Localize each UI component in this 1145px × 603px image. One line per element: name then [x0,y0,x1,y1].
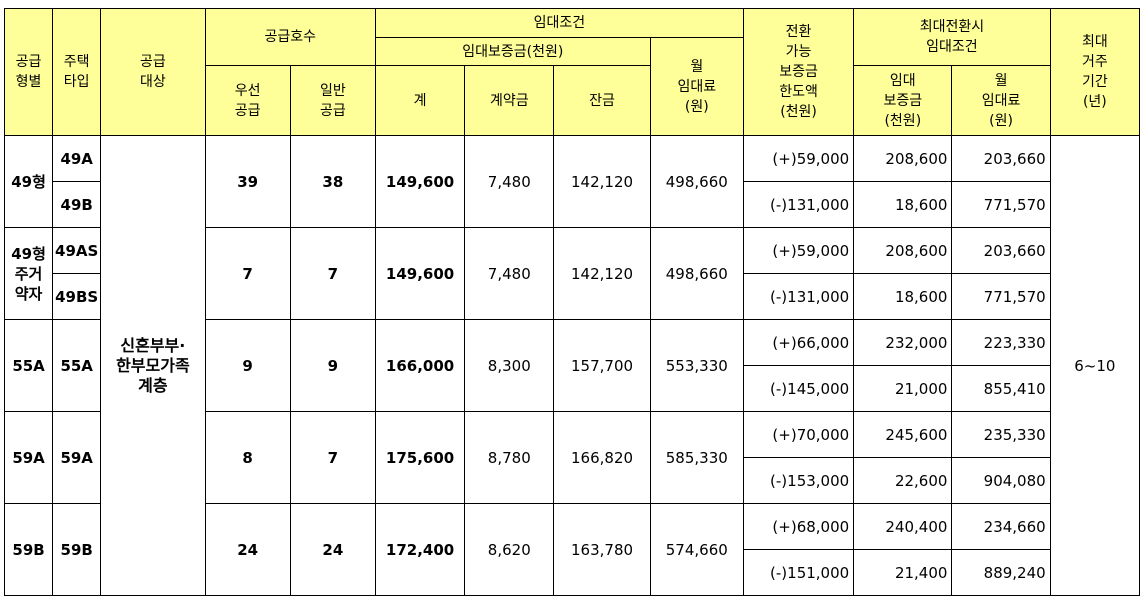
header-max-deposit: 임대 보증금 (천원) [853,65,953,136]
cell-total: 149,600 [374,227,466,320]
cell-max-deposit: 240,400 [853,503,953,550]
cell-limit: (-)145,000 [742,365,855,412]
cell-max-rent: 771,570 [951,273,1051,320]
rental-conditions-table: 공급 형별 주택 타입 공급 대상 공급호수 임대조건 전환 가능 보증금 한도… [3,8,1141,596]
cell-total: 175,600 [374,411,466,504]
cell-rent: 498,660 [649,227,744,320]
cell-limit: (+)59,000 [742,227,855,274]
cell-housing-type: 59A [52,411,102,504]
cell-max-rent: 234,660 [951,503,1051,550]
cell-housing-type: 49A [52,135,102,182]
cell-max-rent: 771,570 [951,181,1051,228]
header-deposit: 임대보증금(천원) [374,37,651,66]
header-supply-units: 공급호수 [204,8,376,66]
cell-limit: (+)68,000 [742,503,855,550]
header-monthly-rent: 월 임대료 (원) [649,37,744,136]
cell-contract: 7,480 [464,227,555,320]
header-convertible-limit: 전환 가능 보증금 한도액 (천원) [742,8,855,136]
cell-max-deposit: 245,600 [853,411,953,458]
cell-total: 166,000 [374,319,466,412]
cell-supply-target: 신혼부부· 한부모가족 계층 [100,135,206,596]
header-max-rent: 월 임대료 (원) [951,65,1051,136]
cell-rent: 553,330 [649,319,744,412]
cell-limit: (-)151,000 [742,549,855,596]
cell-limit: (-)153,000 [742,457,855,504]
cell-rent: 498,660 [649,135,744,228]
cell-supply-type: 49형 [3,135,54,228]
cell-max-deposit: 232,000 [853,319,953,366]
cell-priority: 39 [204,135,291,228]
cell-total: 149,600 [374,135,466,228]
cell-contract: 8,300 [464,319,555,412]
cell-max-deposit: 21,400 [853,549,953,596]
header-lease-conditions: 임대조건 [374,8,744,38]
cell-housing-type: 49AS [52,227,102,274]
cell-max-deposit: 18,600 [853,273,953,320]
cell-max-rent: 889,240 [951,549,1051,596]
cell-limit: (+)70,000 [742,411,855,458]
header-balance: 잔금 [553,65,651,136]
cell-limit: (-)131,000 [742,181,855,228]
cell-max-deposit: 208,600 [853,227,953,274]
cell-priority: 9 [204,319,291,412]
cell-max-rent: 203,660 [951,135,1051,182]
header-supply-target: 공급 대상 [100,8,206,136]
cell-housing-type: 49BS [52,273,102,320]
header-priority: 우선 공급 [204,65,291,136]
cell-priority: 8 [204,411,291,504]
cell-general: 7 [289,411,376,504]
cell-contract: 7,480 [464,135,555,228]
cell-priority: 7 [204,227,291,320]
cell-contract: 8,620 [464,503,555,596]
cell-general: 9 [289,319,376,412]
cell-balance: 142,120 [553,227,651,320]
cell-housing-type: 55A [52,319,102,412]
cell-rent: 585,330 [649,411,744,504]
header-housing-type: 주택 타입 [52,8,102,136]
cell-contract: 8,780 [464,411,555,504]
cell-supply-type: 59B [3,503,54,596]
cell-housing-type: 49B [52,181,102,228]
header-total: 계 [374,65,466,136]
cell-max-period: 6~10 [1049,135,1141,596]
cell-general: 24 [289,503,376,596]
cell-housing-type: 59B [52,503,102,596]
cell-max-rent: 904,080 [951,457,1051,504]
cell-balance: 157,700 [553,319,651,412]
cell-max-deposit: 21,000 [853,365,953,412]
cell-max-rent: 855,410 [951,365,1051,412]
cell-limit: (-)131,000 [742,273,855,320]
header-general: 일반 공급 [289,65,376,136]
cell-general: 38 [289,135,376,228]
cell-total: 172,400 [374,503,466,596]
cell-max-deposit: 22,600 [853,457,953,504]
cell-max-rent: 223,330 [951,319,1051,366]
cell-rent: 574,660 [649,503,744,596]
cell-balance: 166,820 [553,411,651,504]
cell-supply-type: 55A [3,319,54,412]
cell-limit: (+)59,000 [742,135,855,182]
cell-max-deposit: 18,600 [853,181,953,228]
cell-supply-type: 59A [3,411,54,504]
cell-balance: 142,120 [553,135,651,228]
cell-general: 7 [289,227,376,320]
header-max-period: 최대 거주 기간 (년) [1049,8,1141,136]
header-contract: 계약금 [464,65,555,136]
header-max-conversion: 최대전환시 임대조건 [853,8,1051,66]
cell-max-rent: 203,660 [951,227,1051,274]
cell-max-deposit: 208,600 [853,135,953,182]
cell-balance: 163,780 [553,503,651,596]
cell-priority: 24 [204,503,291,596]
cell-limit: (+)66,000 [742,319,855,366]
header-supply-type: 공급 형별 [3,8,54,136]
cell-max-rent: 235,330 [951,411,1051,458]
cell-supply-type: 49형 주거 약자 [3,227,54,320]
